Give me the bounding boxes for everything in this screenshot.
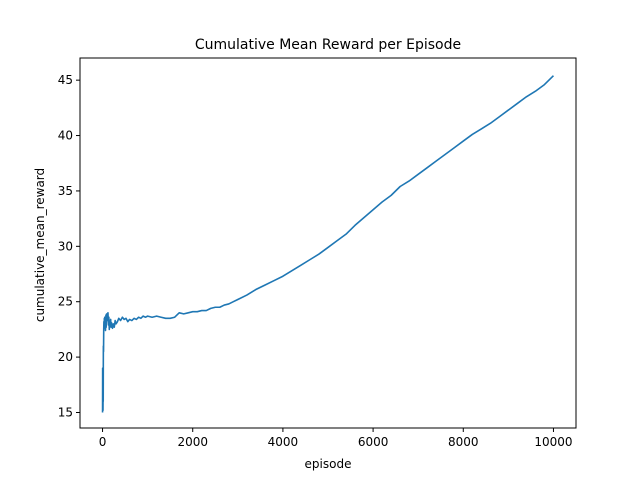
x-axis-label: episode xyxy=(305,457,352,471)
plot-frame xyxy=(79,57,577,429)
series-layer xyxy=(101,75,555,413)
x-tick-label: 2000 xyxy=(177,435,208,449)
series-line-0 xyxy=(101,75,555,413)
y-tick-label: 45 xyxy=(58,73,73,87)
x-tick-label: 0 xyxy=(99,435,107,449)
y-tick-label: 40 xyxy=(58,129,73,143)
x-tick-label: 6000 xyxy=(358,435,389,449)
y-axis: 15 20 25 30 35 40 45 xyxy=(58,73,80,419)
x-axis: 0 2000 4000 6000 8000 10000 xyxy=(99,428,573,449)
y-tick-label: 25 xyxy=(58,295,73,309)
x-tick-label: 4000 xyxy=(268,435,299,449)
y-tick-label: 35 xyxy=(58,184,73,198)
x-tick-label: 8000 xyxy=(448,435,479,449)
x-tick-label: 10000 xyxy=(534,435,572,449)
y-tick-label: 15 xyxy=(58,405,73,419)
chart-title: Cumulative Mean Reward per Episode xyxy=(195,37,461,53)
y-axis-label: cumulative_mean_reward xyxy=(33,168,47,322)
y-tick-label: 30 xyxy=(58,239,73,253)
y-tick-label: 20 xyxy=(58,350,73,364)
